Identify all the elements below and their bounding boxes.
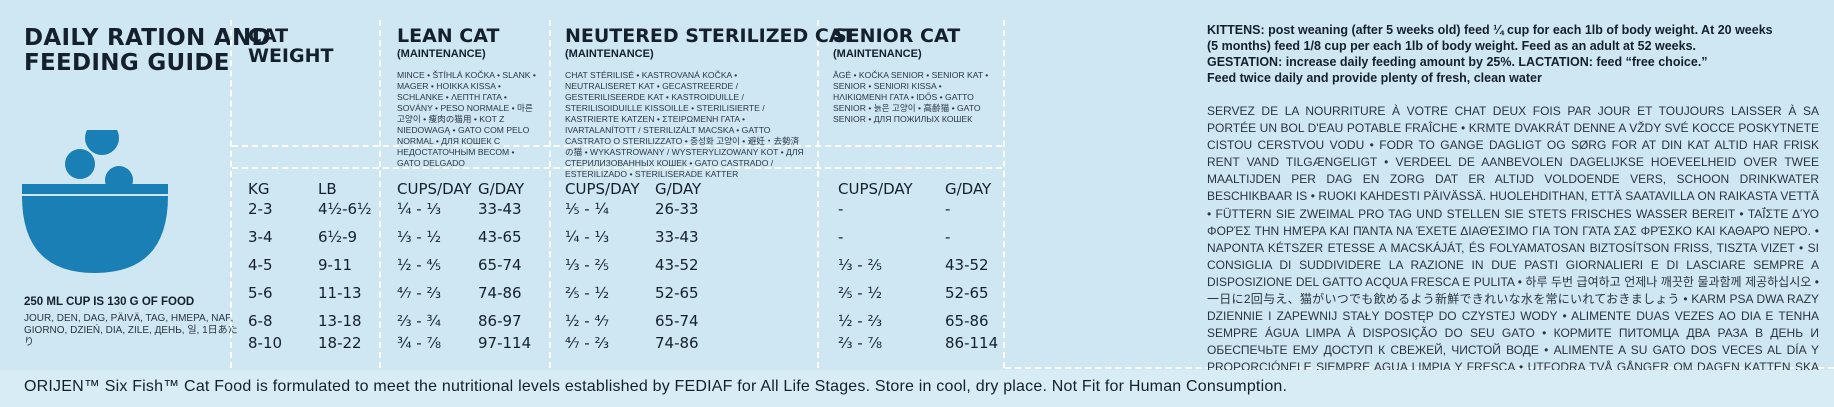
table-cell-senior-cups: - xyxy=(838,200,844,218)
table-cell-neut-cups: ⅖ - ½ xyxy=(565,284,610,302)
table-cell-lean-cups: ⁴⁄₇ - ⅔ xyxy=(397,284,442,302)
footer-statement: ORIJEN™ Six Fish™ Cat Food is formulated… xyxy=(24,378,1288,395)
unit-neutered-grams: G/DAY xyxy=(655,180,702,198)
divider xyxy=(817,20,819,368)
kibble-icon xyxy=(85,130,119,155)
kittens-instructions: KITTENS: post weaning (after 5 weeks old… xyxy=(1207,23,1773,85)
table-cell-neut-cups: ¼ - ⅓ xyxy=(565,228,610,246)
divider xyxy=(232,167,1002,169)
divider xyxy=(379,20,381,368)
table-cell-lean-g: 43-65 xyxy=(478,228,522,246)
neutered-cat-header: NEUTERED STERILIZED CAT xyxy=(565,25,856,47)
multilingual-feeding-instructions: Servez de la nourriture à votre chat deu… xyxy=(1207,104,1819,392)
divider xyxy=(1005,367,1834,369)
table-cell-lean-cups: ⅔ - ¾ xyxy=(397,312,442,330)
table-cell-neut-g: 26-33 xyxy=(655,200,699,218)
table-cell-senior-cups: - xyxy=(838,228,844,246)
table-cell-lean-cups: ½ - ⅘ xyxy=(397,256,442,274)
table-cell-lean-g: 65-74 xyxy=(478,256,522,274)
lean-cat-translations: MINCE • ŠTÍHLÁ KOČKA • SLANK • MAGER • H… xyxy=(397,70,536,168)
divider xyxy=(232,145,1002,147)
table-cell-senior-g: 65-86 xyxy=(945,312,989,330)
neutered-cat-translations: CHAT STÉRILISÉ • KASTROVANÁ KOČKA • NEUT… xyxy=(565,70,804,179)
table-cell-lb: 6½-9 xyxy=(318,228,358,246)
lean-cat-header: LEAN CAT xyxy=(397,25,500,47)
unit-kg: KG xyxy=(248,180,270,198)
senior-cat-header: SENIOR CAT xyxy=(833,25,961,47)
neutered-cat-subtitle: (MAINTENANCE) xyxy=(565,48,654,60)
table-cell-kg: 4-5 xyxy=(248,256,273,274)
unit-senior-grams: G/DAY xyxy=(945,180,992,198)
table-cell-neut-cups: ⅕ - ¼ xyxy=(565,200,610,218)
table-cell-kg: 6-8 xyxy=(248,312,273,330)
table-cell-senior-g: - xyxy=(945,200,951,218)
divider xyxy=(549,20,551,368)
table-cell-kg: 5-6 xyxy=(248,284,273,302)
table-cell-senior-g: - xyxy=(945,228,951,246)
unit-senior-cups: CUPS/DAY xyxy=(838,180,913,198)
table-cell-neut-g: 43-52 xyxy=(655,256,699,274)
table-cell-kg: 3-4 xyxy=(248,228,273,246)
unit-lean-cups: CUPS/DAY xyxy=(397,180,472,198)
table-cell-lean-g: 86-97 xyxy=(478,312,522,330)
table-cell-neut-g: 52-65 xyxy=(655,284,699,302)
table-cell-lean-g: 97-114 xyxy=(478,334,532,352)
lean-cat-subtitle: (MAINTENANCE) xyxy=(397,48,486,60)
table-cell-neut-g: 65-74 xyxy=(655,312,699,330)
table-cell-lean-g: 74-86 xyxy=(478,284,522,302)
table-cell-lb: 9-11 xyxy=(318,256,353,274)
food-bowl-icon xyxy=(22,130,168,273)
bowl-rim-icon xyxy=(22,184,168,194)
guide-title: DAILY RATION AND FEEDING GUIDE xyxy=(24,25,271,76)
footer-band xyxy=(0,370,1834,407)
unit-neutered-cups: CUPS/DAY xyxy=(565,180,640,198)
table-cell-neut-g: 74-86 xyxy=(655,334,699,352)
kibble-icon xyxy=(65,149,95,179)
divider xyxy=(230,20,232,368)
table-cell-kg: 2-3 xyxy=(248,200,273,218)
table-cell-lb: 4½-6½ xyxy=(318,200,372,218)
table-cell-senior-g: 86-114 xyxy=(945,334,999,352)
table-cell-senior-cups: ½ - ⅔ xyxy=(838,312,883,330)
table-cell-lean-g: 33-43 xyxy=(478,200,522,218)
bowl-body-icon xyxy=(22,196,168,273)
unit-lean-grams: G/DAY xyxy=(478,180,525,198)
divider xyxy=(1003,20,1005,368)
table-cell-lb: 13-18 xyxy=(318,312,362,330)
table-cell-neut-g: 33-43 xyxy=(655,228,699,246)
table-cell-neut-cups: ½ - ⁴⁄₇ xyxy=(565,312,610,330)
table-cell-senior-g: 43-52 xyxy=(945,256,989,274)
senior-cat-translations: ÂGÉ • KOČKA SENIOR • SENIOR KAT • SENIOR… xyxy=(833,70,989,124)
table-cell-neut-cups: ⅓ - ⅖ xyxy=(565,256,610,274)
table-cell-senior-cups: ⅖ - ½ xyxy=(838,284,883,302)
table-cell-lean-cups: ¼ - ⅓ xyxy=(397,200,442,218)
senior-cat-subtitle: (MAINTENANCE) xyxy=(833,48,922,60)
cup-measure-note: 250 ML CUP IS 130 G OF FOOD xyxy=(24,296,195,308)
table-cell-senior-cups: ⅔ - ⅞ xyxy=(838,334,883,352)
table-cell-senior-cups: ⅓ - ⅖ xyxy=(838,256,883,274)
table-cell-lean-cups: ⅓ - ½ xyxy=(397,228,442,246)
table-cell-lb: 11-13 xyxy=(318,284,362,302)
day-translations: JOUR, DEN, DAG, PÄIVÄ, TAG, HMEPA, NAP, … xyxy=(24,313,238,348)
table-cell-senior-g: 52-65 xyxy=(945,284,989,302)
cat-weight-header: CAT WEIGHT xyxy=(248,25,334,67)
table-cell-neut-cups: ⁴⁄₇ - ⅔ xyxy=(565,334,610,352)
table-cell-lean-cups: ¾ - ⅞ xyxy=(397,334,442,352)
table-cell-lb: 18-22 xyxy=(318,334,362,352)
unit-lb: LB xyxy=(318,180,337,198)
table-cell-kg: 8-10 xyxy=(248,334,283,352)
